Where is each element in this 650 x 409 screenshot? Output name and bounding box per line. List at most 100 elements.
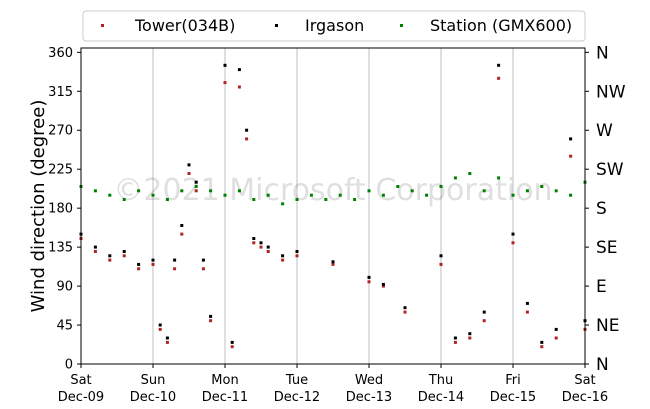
compass-label: N <box>596 355 609 375</box>
y-tick-label: 270 <box>48 124 73 139</box>
compass-label: SW <box>596 160 624 180</box>
plot-frame <box>80 47 586 365</box>
point-tower <box>209 319 213 323</box>
compass-label: SE <box>596 238 618 258</box>
legend-marker-station <box>400 24 403 27</box>
point-tower <box>252 241 256 245</box>
legend-label-tower: Tower(034B) <box>134 16 235 35</box>
point-tower <box>173 267 177 271</box>
point-tower <box>165 340 169 344</box>
x-tick-label-day: Wed <box>355 373 383 388</box>
point-tower <box>187 172 191 175</box>
x-tick-label-date: Dec-12 <box>274 390 320 405</box>
x-tick-label-day: Sat <box>574 373 595 388</box>
point-tower <box>367 280 371 284</box>
legend-marker-irgason <box>275 24 278 27</box>
compass-label: S <box>596 199 607 219</box>
point-irgason <box>468 332 472 336</box>
x-tick-label-date: Dec-11 <box>202 390 248 405</box>
compass-label: W <box>596 121 613 141</box>
point-tower <box>381 284 385 288</box>
point-station <box>439 185 443 188</box>
point-irgason <box>209 314 213 318</box>
y-axis: 0 45 90 135 180 225 270 315 360 <box>48 46 81 373</box>
x-tick-label-date: Dec-10 <box>130 390 176 405</box>
point-irgason <box>482 310 486 314</box>
point-tower <box>137 267 141 271</box>
point-tower <box>180 232 184 236</box>
point-station <box>425 193 429 197</box>
point-station <box>540 185 544 188</box>
point-station <box>281 202 285 206</box>
point-irgason <box>237 68 241 72</box>
x-tick-label-day: Sun <box>141 373 166 388</box>
point-irgason <box>259 241 263 245</box>
plot-area: ©2021 Microsoft Corporation <box>79 47 587 365</box>
point-tower <box>151 262 155 266</box>
point-tower <box>497 76 501 80</box>
point-tower <box>482 319 486 323</box>
legend-label-irgason: Irgason <box>305 16 364 35</box>
point-irgason <box>93 245 97 249</box>
y-tick-label: 90 <box>56 280 73 295</box>
point-station <box>468 172 472 175</box>
point-station <box>93 189 97 193</box>
point-irgason <box>158 323 162 327</box>
legend-label-station: Station (GMX600) <box>430 16 572 35</box>
point-tower <box>108 258 112 262</box>
point-station <box>252 198 256 201</box>
point-tower <box>540 345 544 349</box>
point-tower <box>266 250 270 253</box>
point-tower <box>194 189 198 193</box>
point-station <box>165 198 169 201</box>
vertical-gridlines <box>152 48 514 364</box>
point-irgason <box>137 262 141 266</box>
point-tower <box>403 310 407 314</box>
point-station <box>482 189 486 193</box>
point-irgason <box>201 258 205 262</box>
point-irgason <box>230 340 234 344</box>
point-irgason <box>173 258 177 262</box>
point-tower <box>223 81 227 85</box>
point-irgason <box>108 254 112 258</box>
y-tick-label: 0 <box>65 358 73 373</box>
point-tower <box>331 262 335 266</box>
point-irgason <box>453 336 457 340</box>
y-tick-label: 45 <box>56 319 73 334</box>
point-irgason <box>266 245 270 249</box>
point-station <box>381 193 385 197</box>
point-station <box>237 189 241 193</box>
point-irgason <box>187 163 191 167</box>
point-tower <box>237 85 241 89</box>
point-station <box>108 193 112 197</box>
y-tick-label: 180 <box>48 202 73 217</box>
point-station <box>511 193 515 197</box>
y-axis-title: Wind direction (degree) <box>28 100 49 313</box>
x-tick-label-day: Sat <box>70 373 91 388</box>
watermark-layer: ©2021 Microsoft Corporation <box>113 173 552 208</box>
watermark-text: ©2021 Microsoft Corporation <box>113 173 552 208</box>
point-station <box>122 198 126 201</box>
point-station <box>194 185 198 188</box>
y-tick-label: 360 <box>48 46 73 61</box>
point-station <box>525 189 529 193</box>
point-station <box>453 176 457 180</box>
legend: Tower(034B) Irgason Station (GMX600) <box>82 10 586 42</box>
point-irgason <box>525 301 529 305</box>
x-tick-label-day: Fri <box>505 373 521 388</box>
point-station <box>266 193 270 197</box>
point-tower <box>439 262 443 266</box>
point-tower <box>259 245 263 249</box>
point-station <box>554 189 558 193</box>
x-tick-label-date: Dec-15 <box>490 390 536 405</box>
point-irgason <box>223 63 227 67</box>
x-tick-label-date: Dec-14 <box>418 390 464 405</box>
point-station <box>209 189 213 193</box>
point-tower <box>468 336 472 340</box>
point-station <box>569 193 573 197</box>
point-irgason <box>381 282 385 286</box>
point-tower <box>281 258 285 262</box>
point-tower <box>245 137 249 141</box>
point-station <box>353 198 357 201</box>
